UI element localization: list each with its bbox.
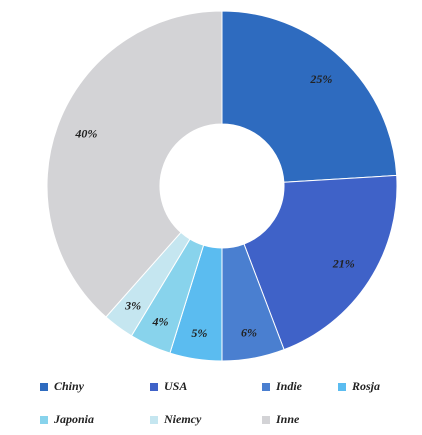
slice-label: 5% — [191, 326, 207, 340]
legend-label: Inne — [275, 412, 300, 426]
slice-label: 4% — [151, 315, 168, 329]
slice-label: 3% — [124, 299, 141, 313]
legend-swatch — [150, 383, 158, 391]
legend-label: Rosja — [351, 379, 380, 393]
legend-label: USA — [164, 379, 187, 393]
donut-slice — [46, 10, 223, 318]
legend-label: Indie — [275, 379, 303, 393]
slice-label: 21% — [332, 256, 355, 270]
legend-label: Chiny — [54, 379, 85, 393]
legend-swatch — [150, 416, 158, 424]
slice-label: 40% — [74, 126, 97, 140]
legend-swatch — [40, 416, 48, 424]
legend-swatch — [338, 383, 346, 391]
donut-slice — [221, 10, 398, 183]
donut-slice — [243, 174, 398, 351]
legend-label: Japonia — [53, 412, 94, 426]
legend-label: Niemcy — [163, 412, 202, 426]
legend-swatch — [262, 416, 270, 424]
slice-label: 6% — [241, 325, 257, 339]
legend-swatch — [262, 383, 270, 391]
slice-label: 25% — [309, 72, 332, 86]
legend-swatch — [40, 383, 48, 391]
